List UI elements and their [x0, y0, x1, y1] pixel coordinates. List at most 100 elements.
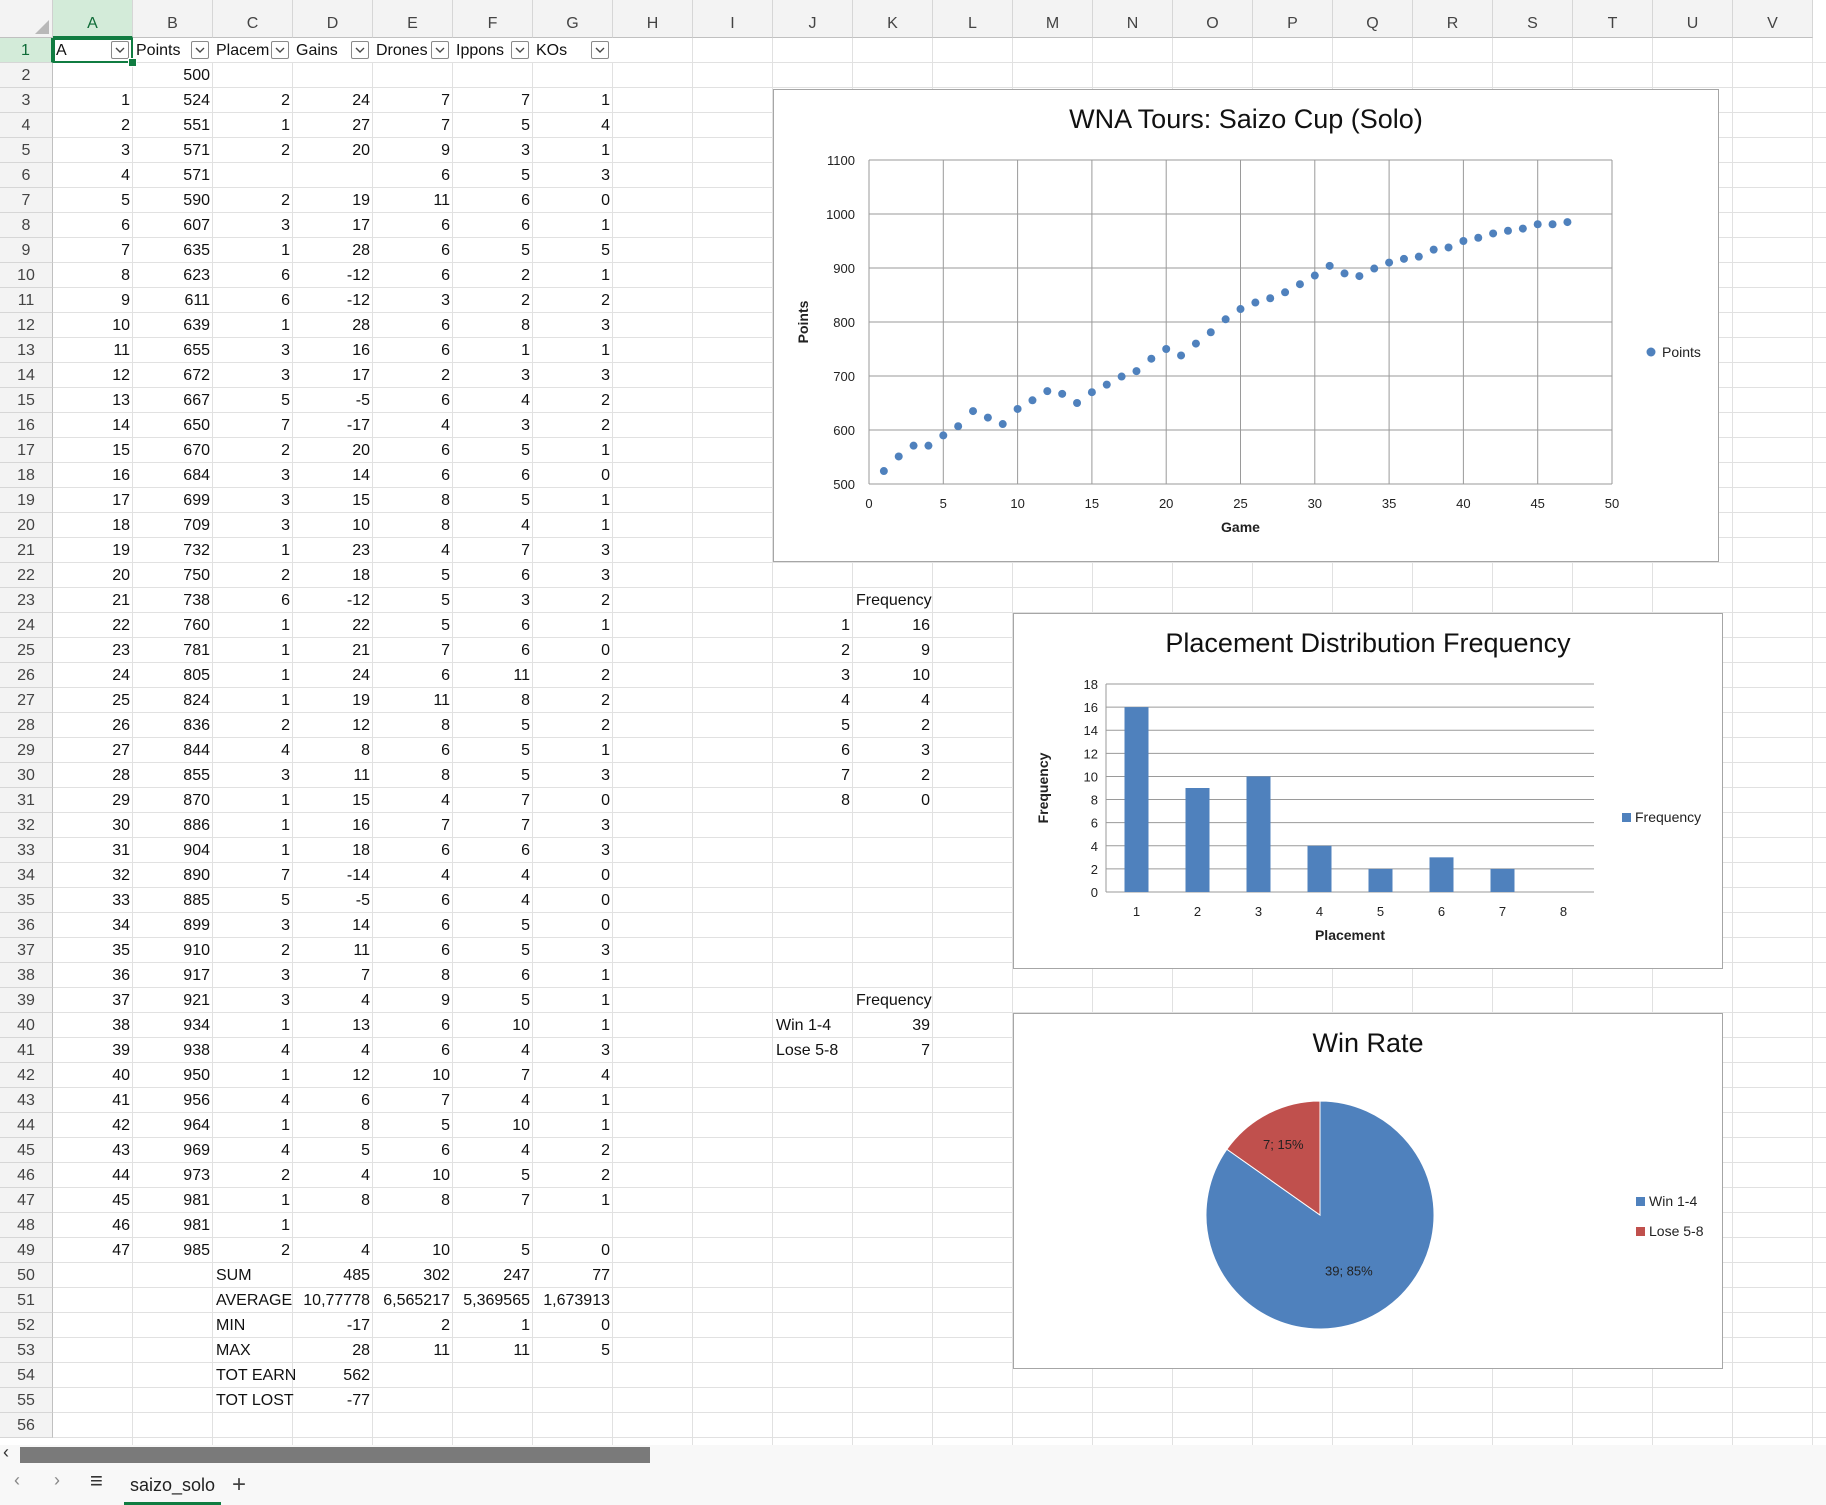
- row-header-20[interactable]: 20: [0, 513, 53, 538]
- filter-dropdown-icon[interactable]: [191, 41, 209, 59]
- table-cell[interactable]: -12: [346, 267, 370, 284]
- row-header-37[interactable]: 37: [0, 938, 53, 963]
- table-cell[interactable]: 781: [183, 642, 210, 659]
- column-header-s[interactable]: S: [1493, 0, 1573, 38]
- header-cell-4[interactable]: Gains: [293, 38, 373, 62]
- header-cell-2[interactable]: Points: [133, 38, 213, 62]
- freq-count[interactable]: 2: [921, 717, 930, 734]
- table-cell[interactable]: 5: [281, 892, 290, 909]
- table-cell[interactable]: 5: [521, 917, 530, 934]
- table-cell[interactable]: 969: [183, 1142, 210, 1159]
- sheet-tab-saizo-solo[interactable]: saizo_solo: [124, 1468, 222, 1505]
- row-header-34[interactable]: 34: [0, 863, 53, 888]
- table-cell[interactable]: 8: [361, 1117, 370, 1134]
- row-header-3[interactable]: 3: [0, 88, 53, 113]
- table-cell[interactable]: 2: [601, 592, 610, 609]
- table-cell[interactable]: 10: [432, 1067, 450, 1084]
- table-cell[interactable]: 16: [352, 342, 370, 359]
- table-cell[interactable]: 10: [112, 317, 130, 334]
- row-header-47[interactable]: 47: [0, 1188, 53, 1213]
- table-cell[interactable]: 3: [521, 142, 530, 159]
- row-header-23[interactable]: 23: [0, 588, 53, 613]
- table-cell[interactable]: 1: [281, 317, 290, 334]
- row-header-16[interactable]: 16: [0, 413, 53, 438]
- freq-count[interactable]: 4: [921, 692, 930, 709]
- table-cell[interactable]: 10: [432, 1242, 450, 1259]
- table-cell[interactable]: 5: [441, 1117, 450, 1134]
- table-cell[interactable]: 2: [281, 442, 290, 459]
- table-cell[interactable]: 0: [601, 642, 610, 659]
- table-cell[interactable]: 4: [521, 392, 530, 409]
- table-cell[interactable]: 1: [281, 117, 290, 134]
- table-cell[interactable]: 17: [352, 217, 370, 234]
- table-cell[interactable]: 19: [352, 192, 370, 209]
- stat-value[interactable]: 247: [503, 1267, 530, 1284]
- table-cell[interactable]: 6: [521, 617, 530, 634]
- table-cell[interactable]: 5: [441, 567, 450, 584]
- table-cell[interactable]: 41: [112, 1092, 130, 1109]
- table-cell[interactable]: 1: [281, 1067, 290, 1084]
- table-cell[interactable]: 590: [183, 192, 210, 209]
- row-header-14[interactable]: 14: [0, 363, 53, 388]
- table-cell[interactable]: 2: [601, 292, 610, 309]
- table-cell[interactable]: 2: [281, 717, 290, 734]
- table-cell[interactable]: 8: [441, 517, 450, 534]
- table-cell[interactable]: 5: [121, 192, 130, 209]
- table-cell[interactable]: 2: [601, 392, 610, 409]
- table-cell[interactable]: 11: [513, 667, 530, 684]
- table-cell[interactable]: 6: [441, 217, 450, 234]
- stat-value[interactable]: 5,369565: [463, 1292, 530, 1309]
- table-cell[interactable]: 42: [112, 1117, 130, 1134]
- table-cell[interactable]: 1: [601, 1092, 610, 1109]
- row-header-35[interactable]: 35: [0, 888, 53, 913]
- table-cell[interactable]: 6: [441, 892, 450, 909]
- column-header-p[interactable]: P: [1253, 0, 1333, 38]
- row-header-10[interactable]: 10: [0, 263, 53, 288]
- table-cell[interactable]: 2: [441, 367, 450, 384]
- column-header-a[interactable]: A: [53, 0, 133, 38]
- table-cell[interactable]: 18: [352, 842, 370, 859]
- table-cell[interactable]: 650: [183, 417, 210, 434]
- table-cell[interactable]: 500: [183, 67, 210, 84]
- table-cell[interactable]: 12: [352, 1067, 370, 1084]
- table-cell[interactable]: 1: [601, 342, 610, 359]
- table-cell[interactable]: 30: [112, 817, 130, 834]
- table-cell[interactable]: 1: [601, 967, 610, 984]
- table-cell[interactable]: 33: [112, 892, 130, 909]
- table-cell[interactable]: 6: [281, 292, 290, 309]
- table-cell[interactable]: 836: [183, 717, 210, 734]
- table-cell[interactable]: 22: [112, 617, 130, 634]
- column-header-g[interactable]: G: [533, 0, 613, 38]
- table-cell[interactable]: 1: [281, 667, 290, 684]
- row-header-38[interactable]: 38: [0, 963, 53, 988]
- table-cell[interactable]: 4: [361, 1042, 370, 1059]
- table-cell[interactable]: 6: [441, 342, 450, 359]
- table-cell[interactable]: 7: [281, 417, 290, 434]
- column-header-c[interactable]: C: [213, 0, 293, 38]
- table-cell[interactable]: 6: [441, 942, 450, 959]
- row-header-36[interactable]: 36: [0, 913, 53, 938]
- row-header-50[interactable]: 50: [0, 1263, 53, 1288]
- stat-label[interactable]: MIN: [216, 1317, 246, 1334]
- table-cell[interactable]: 1: [601, 92, 610, 109]
- table-cell[interactable]: 684: [183, 467, 210, 484]
- table-cell[interactable]: 9: [441, 142, 450, 159]
- table-cell[interactable]: 6: [281, 592, 290, 609]
- table-cell[interactable]: 4: [441, 867, 450, 884]
- table-cell[interactable]: 4: [281, 1092, 290, 1109]
- table-cell[interactable]: 1: [601, 1017, 610, 1034]
- table-cell[interactable]: -14: [346, 867, 370, 884]
- filter-dropdown-icon[interactable]: [591, 41, 609, 59]
- table-cell[interactable]: 524: [183, 92, 210, 109]
- stat-value[interactable]: 2: [441, 1317, 450, 1334]
- header-cell-3[interactable]: Placem: [213, 38, 293, 62]
- table-cell[interactable]: 3: [281, 767, 290, 784]
- table-cell[interactable]: 1: [281, 642, 290, 659]
- table-cell[interactable]: 3: [601, 167, 610, 184]
- stat-value[interactable]: 1,673913: [543, 1292, 610, 1309]
- table-cell[interactable]: 0: [601, 867, 610, 884]
- table-cell[interactable]: 5: [521, 442, 530, 459]
- column-header-e[interactable]: E: [373, 0, 453, 38]
- table-cell[interactable]: 21: [112, 592, 130, 609]
- row-header-8[interactable]: 8: [0, 213, 53, 238]
